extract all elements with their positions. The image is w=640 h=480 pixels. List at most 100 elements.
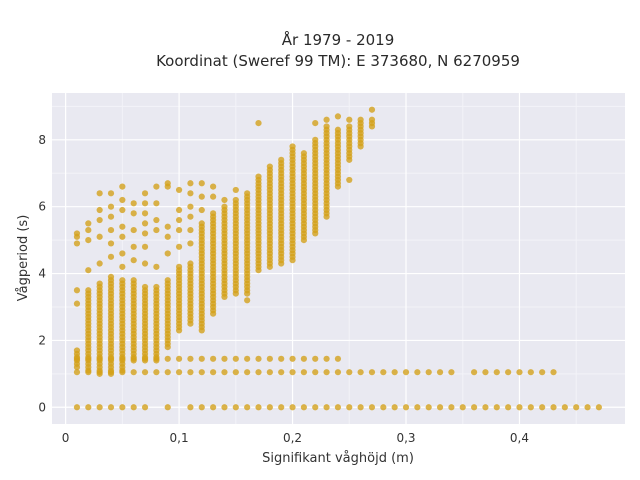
- data-point: [448, 404, 455, 411]
- data-point: [391, 404, 398, 411]
- data-point: [107, 240, 115, 247]
- data-point: [119, 206, 126, 214]
- data-point: [244, 190, 251, 197]
- data-point: [470, 404, 478, 411]
- data-point: [550, 404, 557, 411]
- data-point: [425, 404, 432, 411]
- data-point: [107, 404, 115, 411]
- data-point: [96, 404, 103, 411]
- data-point: [85, 287, 92, 294]
- data-point: [380, 369, 387, 376]
- data-point: [107, 253, 115, 260]
- data-point: [96, 260, 103, 267]
- data-point: [300, 404, 307, 411]
- data-point: [164, 223, 171, 230]
- data-point: [459, 404, 466, 411]
- data-point: [323, 369, 330, 376]
- data-point: [436, 404, 444, 411]
- data-point: [187, 240, 194, 247]
- data-point: [357, 369, 364, 376]
- y-tick-label: 8: [38, 133, 46, 147]
- data-point: [210, 183, 217, 190]
- data-point: [141, 190, 149, 197]
- data-point: [187, 180, 194, 187]
- data-point: [119, 404, 126, 411]
- data-point: [175, 186, 183, 194]
- data-point: [164, 233, 171, 240]
- y-tick-label: 6: [38, 200, 46, 214]
- data-point: [470, 369, 478, 376]
- data-point: [266, 355, 273, 362]
- data-point: [107, 226, 115, 234]
- data-point: [175, 226, 183, 234]
- data-point: [164, 355, 171, 362]
- data-point: [119, 250, 126, 257]
- data-point: [436, 369, 444, 376]
- data-point: [119, 233, 126, 240]
- data-point: [402, 404, 410, 411]
- data-point: [141, 220, 149, 227]
- data-point: [323, 404, 330, 411]
- data-point: [130, 369, 137, 376]
- data-point: [232, 369, 239, 376]
- chart-title-line1: År 1979 - 2019: [282, 30, 395, 49]
- data-point: [380, 404, 387, 411]
- data-point: [130, 226, 137, 234]
- data-point: [73, 404, 81, 411]
- data-point: [187, 369, 194, 376]
- data-point: [346, 123, 353, 130]
- data-point: [96, 216, 103, 224]
- data-point: [550, 369, 557, 376]
- data-point: [119, 183, 126, 190]
- data-point: [584, 404, 591, 411]
- data-point: [255, 355, 262, 362]
- data-point: [334, 404, 342, 411]
- data-point: [221, 203, 228, 210]
- x-tick-label: 0: [62, 431, 70, 445]
- data-point: [527, 369, 534, 376]
- data-point: [119, 223, 126, 230]
- x-tick-label: 0,1: [170, 431, 189, 445]
- data-point: [289, 355, 296, 362]
- data-point: [482, 404, 489, 411]
- data-point: [561, 404, 568, 411]
- data-point: [141, 230, 149, 237]
- data-point: [73, 300, 81, 307]
- data-point: [141, 210, 149, 217]
- data-point: [244, 404, 251, 411]
- data-point: [107, 273, 115, 280]
- data-point: [266, 163, 273, 170]
- data-point: [493, 369, 500, 376]
- data-point: [289, 404, 296, 411]
- data-point: [198, 206, 205, 214]
- data-point: [73, 240, 81, 247]
- y-tick-labels: 0 2 4 6 8: [38, 133, 46, 414]
- data-point: [85, 237, 92, 244]
- data-point: [221, 369, 228, 376]
- data-point: [164, 404, 171, 411]
- data-point: [141, 200, 149, 207]
- data-point: [278, 355, 285, 362]
- data-point: [73, 369, 81, 376]
- data-point: [323, 355, 330, 362]
- data-point: [232, 404, 239, 411]
- data-point: [175, 206, 183, 214]
- data-point: [266, 369, 273, 376]
- data-point: [187, 190, 194, 197]
- data-point: [187, 260, 194, 267]
- data-point: [334, 113, 342, 120]
- data-points: [73, 106, 603, 411]
- data-point: [527, 404, 534, 411]
- data-point: [198, 193, 205, 200]
- data-point: [368, 106, 376, 113]
- data-point: [210, 355, 217, 362]
- data-point: [346, 116, 353, 123]
- data-point: [300, 150, 307, 157]
- data-point: [164, 180, 171, 187]
- data-point: [119, 196, 126, 204]
- data-point: [85, 404, 92, 411]
- data-point: [448, 369, 455, 376]
- data-point: [300, 355, 307, 362]
- y-tick-label: 2: [38, 333, 46, 347]
